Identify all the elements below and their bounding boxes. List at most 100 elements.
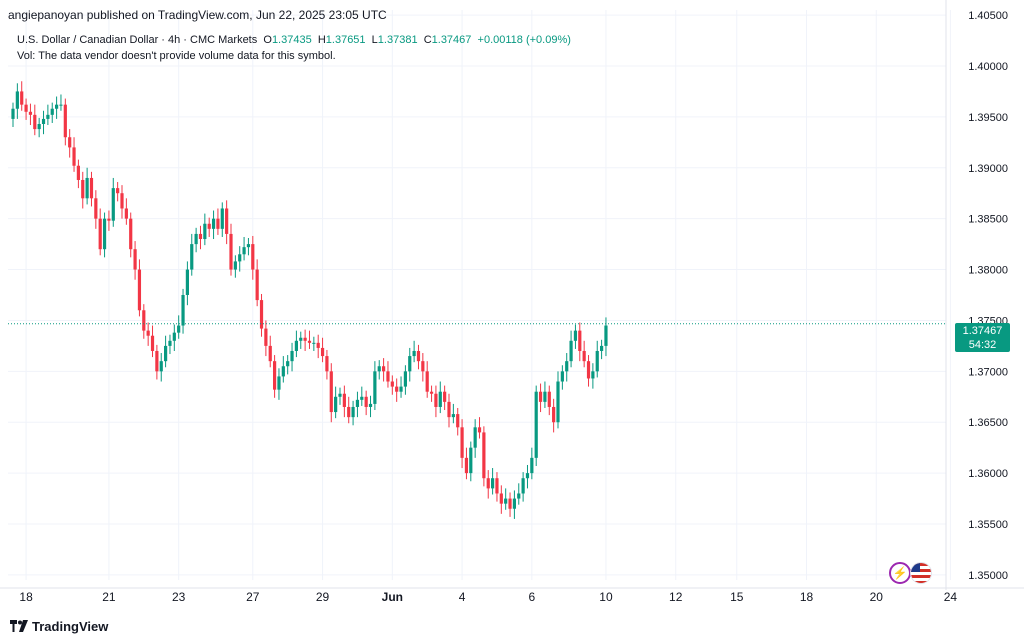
candle-body <box>76 165 80 180</box>
y-tick-label: 1.39500 <box>968 112 1008 124</box>
candle-body <box>89 177 94 199</box>
candle-body <box>604 325 608 346</box>
low-value: 1.37381 <box>377 34 418 46</box>
symbol-label[interactable]: U.S. Dollar / Canadian Dollar · 4h · CMC… <box>17 34 258 46</box>
candle-body <box>377 366 381 372</box>
candle-body <box>421 361 425 372</box>
candle-body <box>85 177 89 199</box>
y-tick-label: 1.38000 <box>968 265 1008 277</box>
chart-legend: U.S. Dollar / Canadian Dollar · 4h · CMC… <box>17 34 571 46</box>
candle-body <box>168 340 172 346</box>
candle-body <box>268 345 272 362</box>
candle-body <box>229 233 233 270</box>
y-tick-label: 1.35500 <box>968 519 1008 531</box>
candle-body <box>20 91 24 105</box>
candle-body <box>203 223 207 240</box>
close-label: C <box>423 34 432 46</box>
candle-body <box>133 249 137 270</box>
candle-body <box>68 137 72 148</box>
candle-body <box>107 218 111 221</box>
candle-body <box>382 366 386 372</box>
candle-body <box>120 193 124 209</box>
candle-body <box>211 218 216 229</box>
candle-body <box>482 432 486 479</box>
candle-body <box>582 350 586 362</box>
bar-countdown: 54:32 <box>968 339 997 351</box>
candle-body <box>159 361 163 372</box>
candle-body <box>342 393 346 407</box>
candle-body <box>560 371 564 382</box>
candle-body <box>172 332 176 341</box>
candle-body <box>534 391 538 458</box>
x-tick-label: Jun <box>382 590 403 604</box>
candle-body <box>11 108 15 119</box>
candle-body <box>41 118 46 124</box>
candle-body <box>290 350 294 362</box>
candle-body <box>364 396 368 407</box>
candle-body <box>517 493 521 499</box>
candle-body <box>102 218 107 250</box>
candle-body <box>72 147 76 166</box>
close-value: 1.37467 <box>431 34 472 46</box>
candle-body <box>429 391 434 394</box>
y-tick-label: 1.36500 <box>968 417 1008 429</box>
candle-body <box>281 366 285 377</box>
candle-body <box>373 371 377 404</box>
candle-body <box>299 337 303 341</box>
footer-brand-name: TradingView <box>32 619 109 634</box>
candle-body <box>142 310 146 331</box>
candle-body <box>530 457 534 474</box>
lightning-icon[interactable]: ⚡ <box>889 562 911 584</box>
x-tick-label: 18 <box>800 590 814 604</box>
candle-body <box>408 356 412 372</box>
candle-body <box>312 342 316 344</box>
candle-body <box>595 350 599 372</box>
x-tick-label: 27 <box>246 590 260 604</box>
candle-body <box>28 111 33 115</box>
candle-body <box>504 498 508 504</box>
candle-body <box>573 330 578 341</box>
candle-body <box>600 345 604 351</box>
candle-body <box>386 371 390 382</box>
candle-body <box>255 269 259 301</box>
x-tick-label: 10 <box>599 590 613 604</box>
candle-body <box>399 386 403 392</box>
candle-body <box>15 91 19 109</box>
y-tick-label: 1.35000 <box>968 570 1008 582</box>
open-label: O <box>263 34 272 46</box>
candle-body <box>552 406 556 423</box>
x-tick-label: 6 <box>528 590 535 604</box>
candle-body <box>443 391 447 402</box>
candle-body <box>477 427 482 433</box>
candle-body <box>111 188 115 221</box>
candle-body <box>412 350 416 357</box>
x-tick-label: 18 <box>19 590 33 604</box>
candle-body <box>46 114 50 119</box>
candle-body <box>469 447 473 474</box>
candle-body <box>124 208 128 219</box>
candle-body <box>63 104 67 138</box>
candle-body <box>473 427 477 448</box>
candle-body <box>368 403 373 407</box>
y-tick-label: 1.40500 <box>968 10 1008 22</box>
candle-body <box>307 340 312 343</box>
candle-body <box>499 493 503 504</box>
x-tick-label: 12 <box>669 590 683 604</box>
y-tick-label: 1.37000 <box>968 366 1008 378</box>
high-label: H <box>317 34 326 46</box>
candle-body <box>190 244 194 270</box>
candle-body <box>98 218 102 250</box>
candle-body <box>294 340 298 351</box>
y-tick-label: 1.36000 <box>968 468 1008 480</box>
candle-body <box>460 427 464 458</box>
candle-body <box>303 337 307 341</box>
candle-body <box>486 478 490 489</box>
candle-body <box>556 381 560 423</box>
candle-body <box>438 391 442 407</box>
candle-body <box>403 371 407 387</box>
x-tick-label: 4 <box>459 590 466 604</box>
us-flag-icon[interactable] <box>910 562 932 584</box>
candle-body <box>390 381 394 387</box>
candle-body <box>547 391 551 407</box>
